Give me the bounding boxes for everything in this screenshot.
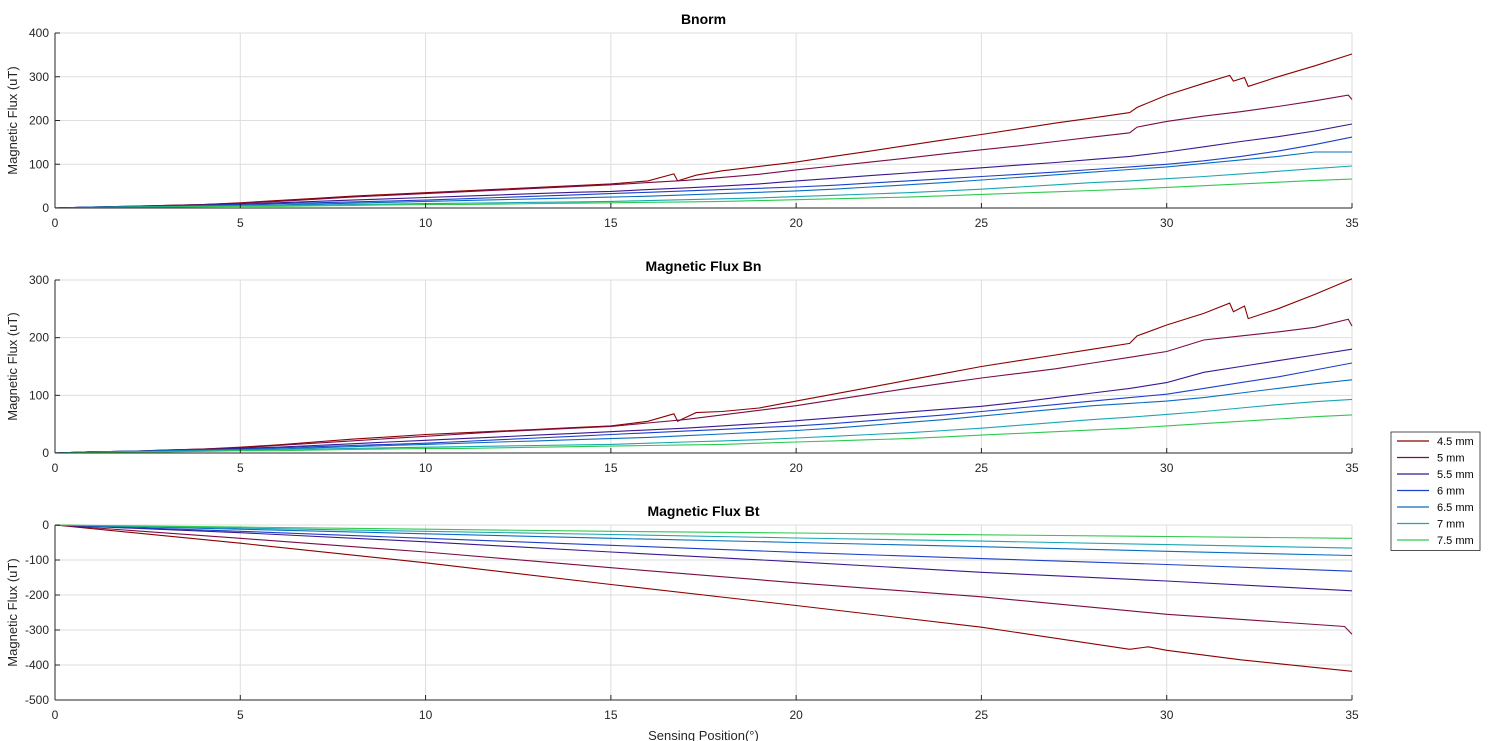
bn-series-line: [54, 348, 1353, 454]
bnorm-x-tick-label: 25: [975, 216, 989, 230]
bn-series-line: [54, 362, 1353, 454]
bnorm-x-tick-label: 10: [419, 216, 433, 230]
bn-panel: 0 5 10 15 20 25 30 35 0 100 200 300 Magnetic Flux Bn…: [5, 258, 1359, 475]
bnorm-series-line: [54, 165, 1353, 209]
bnorm-series-line: [54, 94, 1353, 209]
bnorm-y-tick-label: 400: [29, 26, 49, 40]
bt-y-tick-label: -400: [25, 658, 49, 672]
bt-panel: 0 5 10 15 20 25 30 35 -500 -400 -300 -200 -100 0 Magne…: [5, 503, 1359, 741]
bt-x-tick-label: 30: [1160, 708, 1174, 722]
bnorm-x-tick-label: 0: [52, 216, 59, 230]
bn-x-tick-label: 5: [237, 461, 244, 475]
bn-x-tick-label: 25: [975, 461, 989, 475]
bnorm-x-tick-label: 15: [604, 216, 618, 230]
bnorm-y-axis-label: Magnetic Flux (uT): [5, 66, 20, 174]
bn-x-tick-label: 20: [789, 461, 803, 475]
bnorm-y-tick-label: 100: [29, 157, 49, 171]
legend-label: 6 mm: [1437, 486, 1465, 498]
bnorm-y-tick-label: 300: [29, 70, 49, 84]
legend-label: 4.5 mm: [1437, 436, 1474, 448]
bt-series-line: [54, 524, 1353, 592]
bt-x-tick-label: 25: [975, 708, 989, 722]
bt-y-tick-label: -200: [25, 588, 49, 602]
bt-plot-area: [55, 525, 1352, 700]
legend-label: 5 mm: [1437, 453, 1465, 465]
bn-series-line: [54, 318, 1353, 454]
legend-label: 6.5 mm: [1437, 502, 1474, 514]
bn-series-line: [54, 278, 1353, 454]
bt-y-tick-label: -500: [25, 693, 49, 707]
bnorm-x-tick-label: 20: [789, 216, 803, 230]
bn-series-line: [54, 414, 1353, 454]
legend-label: 5.5 mm: [1437, 469, 1474, 481]
bt-x-axis-label: Sensing Position(°): [648, 728, 759, 741]
bnorm-series-line: [54, 136, 1353, 209]
bnorm-series-line: [54, 53, 1353, 209]
bt-x-tick-label: 20: [789, 708, 803, 722]
bt-series-line: [54, 524, 1353, 549]
bn-y-tick-label: 300: [29, 273, 49, 287]
bt-series-line: [54, 524, 1353, 572]
bnorm-title: Bnorm: [681, 11, 726, 27]
bt-x-tick-label: 0: [52, 708, 59, 722]
bn-y-axis-label: Magnetic Flux (uT): [5, 312, 20, 420]
bnorm-panel: 0 5 10 15 20 25 30 35 0 100 200 300 400 Bnorm Magnetic…: [5, 11, 1359, 230]
bt-series-line: [54, 524, 1353, 672]
bn-plot-area: [55, 280, 1352, 453]
bnorm-x-tick-label: 35: [1345, 216, 1359, 230]
bt-x-tick-label: 15: [604, 708, 618, 722]
bn-x-tick-label: 15: [604, 461, 618, 475]
bt-y-axis-label: Magnetic Flux (uT): [5, 558, 20, 666]
bt-series-line: [54, 524, 1353, 557]
bt-x-tick-label: 35: [1345, 708, 1359, 722]
bn-x-tick-label: 35: [1345, 461, 1359, 475]
bn-x-tick-label: 10: [419, 461, 433, 475]
bt-title: Magnetic Flux Bt: [647, 503, 759, 519]
legend: 4.5 mm 5 mm 5.5 mm 6 mm 6.5 mm 7 mm 7.5 mm: [1390, 431, 1481, 551]
bnorm-series-line: [54, 123, 1353, 209]
bn-title: Magnetic Flux Bn: [646, 258, 762, 274]
bn-y-tick-label: 100: [29, 388, 49, 402]
bnorm-y-tick-label: 0: [42, 201, 49, 215]
bnorm-series-line: [54, 178, 1353, 209]
bnorm-x-tick-label: 5: [237, 216, 244, 230]
bn-series-line: [54, 398, 1353, 454]
bt-y-tick-label: -100: [25, 553, 49, 567]
bn-x-tick-label: 30: [1160, 461, 1174, 475]
legend-label: 7.5 mm: [1437, 535, 1474, 547]
legend-label: 7 mm: [1437, 519, 1465, 531]
bt-y-tick-label: 0: [42, 518, 49, 532]
bn-y-tick-label: 200: [29, 331, 49, 345]
bn-y-tick-label: 0: [42, 446, 49, 460]
bt-series-line: [54, 524, 1353, 635]
bn-x-tick-label: 0: [52, 461, 59, 475]
bt-x-tick-label: 5: [237, 708, 244, 722]
bt-y-tick-label: -300: [25, 623, 49, 637]
bnorm-y-tick-label: 200: [29, 114, 49, 128]
bt-x-tick-label: 10: [419, 708, 433, 722]
legend-box: [1390, 431, 1481, 551]
bt-series-line: [54, 524, 1353, 539]
bnorm-x-tick-label: 30: [1160, 216, 1174, 230]
